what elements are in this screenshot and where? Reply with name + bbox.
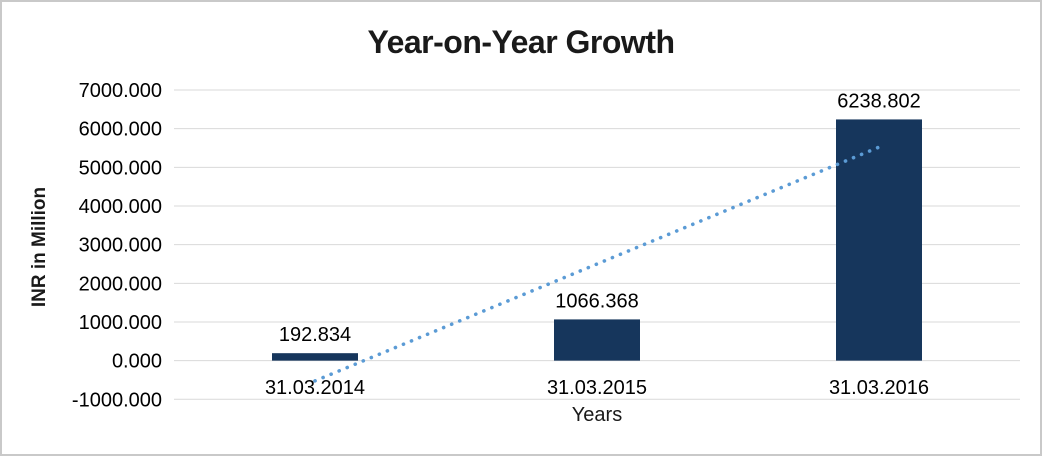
y-tick-label: 3000.000 <box>79 235 162 257</box>
y-tick-label: 5000.000 <box>79 157 162 179</box>
bar-data-label: 1066.368 <box>555 290 638 312</box>
x-category-label: 31.03.2014 <box>265 377 365 399</box>
bar <box>272 353 358 361</box>
y-tick-label: 1000.000 <box>79 312 162 334</box>
x-axis-title: Years <box>571 404 623 426</box>
y-tick-label: 2000.000 <box>79 273 162 295</box>
y-tick-label: 7000.000 <box>79 80 162 102</box>
chart-title: Year-on-Year Growth <box>367 24 675 60</box>
bar-data-label: 192.834 <box>279 324 351 346</box>
trendline <box>313 145 881 383</box>
y-tick-label: 0.000 <box>112 351 162 373</box>
y-tick-label: 4000.000 <box>79 196 162 218</box>
bar <box>554 319 640 361</box>
y-tick-label: -1000.000 <box>72 389 162 411</box>
bar-data-label: 6238.802 <box>837 90 920 112</box>
bar <box>836 119 922 361</box>
x-category-label: 31.03.2015 <box>547 377 647 399</box>
y-tick-label: 6000.000 <box>79 119 162 141</box>
x-category-label: 31.03.2016 <box>829 377 929 399</box>
